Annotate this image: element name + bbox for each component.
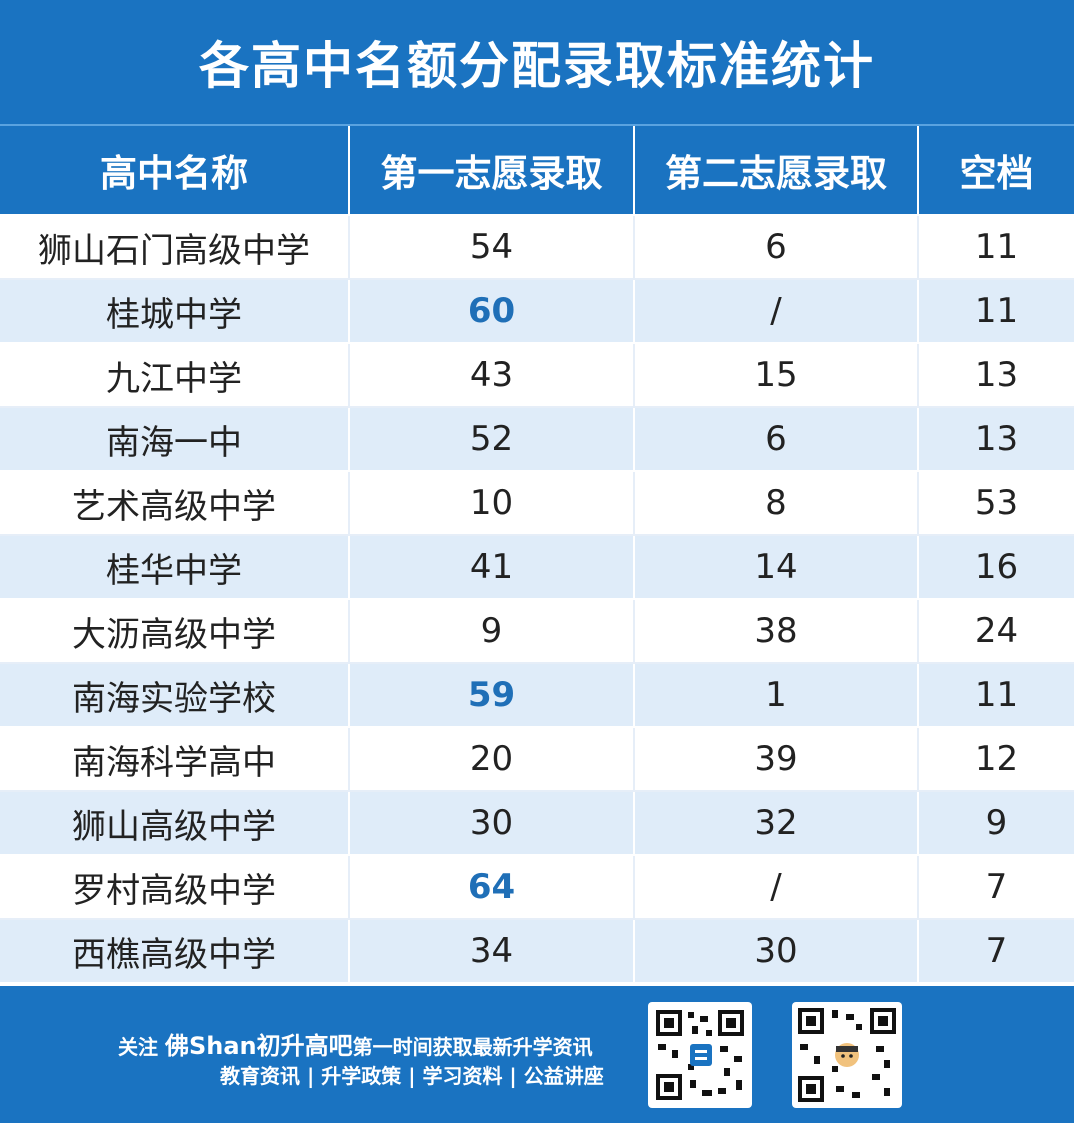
cell-second-choice: / [634,279,919,344]
table-row: 南海一中 52 6 13 [0,407,1074,472]
cell-school-name: 狮山石门高级中学 [0,215,350,280]
table-row: 狮山高级中学 30 32 9 [0,791,1074,856]
header-school-name: 高中名称 [0,126,350,216]
footer-follow-label: 关注 [118,1035,158,1059]
cell-vacancy: 53 [918,471,1074,536]
header-second-choice: 第二志愿录取 [634,126,919,216]
cell-vacancy: 12 [918,727,1074,792]
cell-first-choice: 41 [349,535,635,600]
table-row: 艺术高级中学 10 8 53 [0,471,1074,536]
cell-first-choice: 9 [349,599,635,664]
cell-second-choice: 30 [634,919,919,984]
cell-second-choice: 38 [634,599,919,664]
cell-school-name: 艺术高级中学 [0,471,350,536]
cell-first-choice: 30 [349,791,635,856]
cell-second-choice: 6 [634,215,919,280]
cell-second-choice: 15 [634,343,919,408]
cell-vacancy: 11 [918,279,1074,344]
table-row: 南海实验学校 59 1 11 [0,663,1074,728]
table-row: 罗村高级中学 64/7 [0,855,1074,920]
table-row: 南海科学高中 20 39 12 [0,727,1074,792]
cell-vacancy: 11 [918,215,1074,280]
cell-second-choice: 1 [634,663,919,728]
cell-second-choice: 39 [634,727,919,792]
cell-first-choice: 20 [349,727,635,792]
cell-vacancy: 7 [918,855,1074,920]
table-row: 大沥高级中学 9 38 24 [0,599,1074,664]
cell-second-choice: 14 [634,535,919,600]
table-row: 狮山石门高级中学 54 6 11 [0,215,1074,280]
cell-school-name: 南海实验学校 [0,663,350,728]
page-title: 各高中名额分配录取标准统计 [199,37,875,95]
qr-code-icon [648,1002,752,1108]
table-body: 狮山石门高级中学 54 6 11 桂城中学 60/11 九江中学 43 15 13 南海一中 52 6 1… [0,215,1074,984]
cell-school-name: 狮山高级中学 [0,791,350,856]
cell-second-choice: 6 [634,407,919,472]
cell-vacancy: 13 [918,343,1074,408]
cell-first-choice: 59 [349,663,635,728]
cell-vacancy: 11 [918,663,1074,728]
cell-first-choice: 10 [349,471,635,536]
title-bar: 各高中名额分配录取标准统计 [0,0,1074,126]
cell-first-choice: 60 [349,279,635,344]
cell-second-choice: 8 [634,471,919,536]
cell-first-choice: 43 [349,343,635,408]
footer-banner: 关注 佛Shan初升高吧第一时间获取最新升学资讯 教育资讯 | 升学政策 | 学… [0,986,1074,1123]
cell-vacancy: 13 [918,407,1074,472]
table-row: 桂城中学 60/11 [0,279,1074,344]
cell-first-choice: 52 [349,407,635,472]
qr-code-icon [792,1002,902,1108]
cell-first-choice: 54 [349,215,635,280]
table-row: 桂华中学 41 14 16 [0,535,1074,600]
footer-follow-line: 关注 佛Shan初升高吧第一时间获取最新升学资讯 [118,1026,593,1061]
table-header-row: 高中名称 第一志愿录取 第二志愿录取 空档 [0,126,1074,216]
cell-second-choice: / [634,855,919,920]
cell-vacancy: 7 [918,919,1074,984]
cell-second-choice: 32 [634,791,919,856]
header-first-choice: 第一志愿录取 [349,126,635,216]
cell-first-choice: 64 [349,855,635,920]
admission-table: 高中名称 第一志愿录取 第二志愿录取 空档 狮山石门高级中学 54 6 11 桂城中学 6… [0,126,1074,984]
cell-school-name: 南海一中 [0,407,350,472]
cell-vacancy: 9 [918,791,1074,856]
header-vacancy: 空档 [918,126,1074,216]
cell-school-name: 桂华中学 [0,535,350,600]
cell-vacancy: 16 [918,535,1074,600]
footer-tagline: 第一时间获取最新升学资讯 [352,1035,593,1059]
cell-school-name: 桂城中学 [0,279,350,344]
footer-topics: 教育资讯 | 升学政策 | 学习资料 | 公益讲座 [220,1064,604,1088]
cell-school-name: 罗村高级中学 [0,855,350,920]
cell-first-choice: 34 [349,919,635,984]
cell-vacancy: 24 [918,599,1074,664]
cell-school-name: 西樵高级中学 [0,919,350,984]
cell-school-name: 九江中学 [0,343,350,408]
cell-school-name: 南海科学高中 [0,727,350,792]
cell-school-name: 大沥高级中学 [0,599,350,664]
table-row: 九江中学 43 15 13 [0,343,1074,408]
table-row: 西樵高级中学 34 30 7 [0,919,1074,984]
footer-brand: 佛Shan初升高吧 [164,1032,353,1060]
